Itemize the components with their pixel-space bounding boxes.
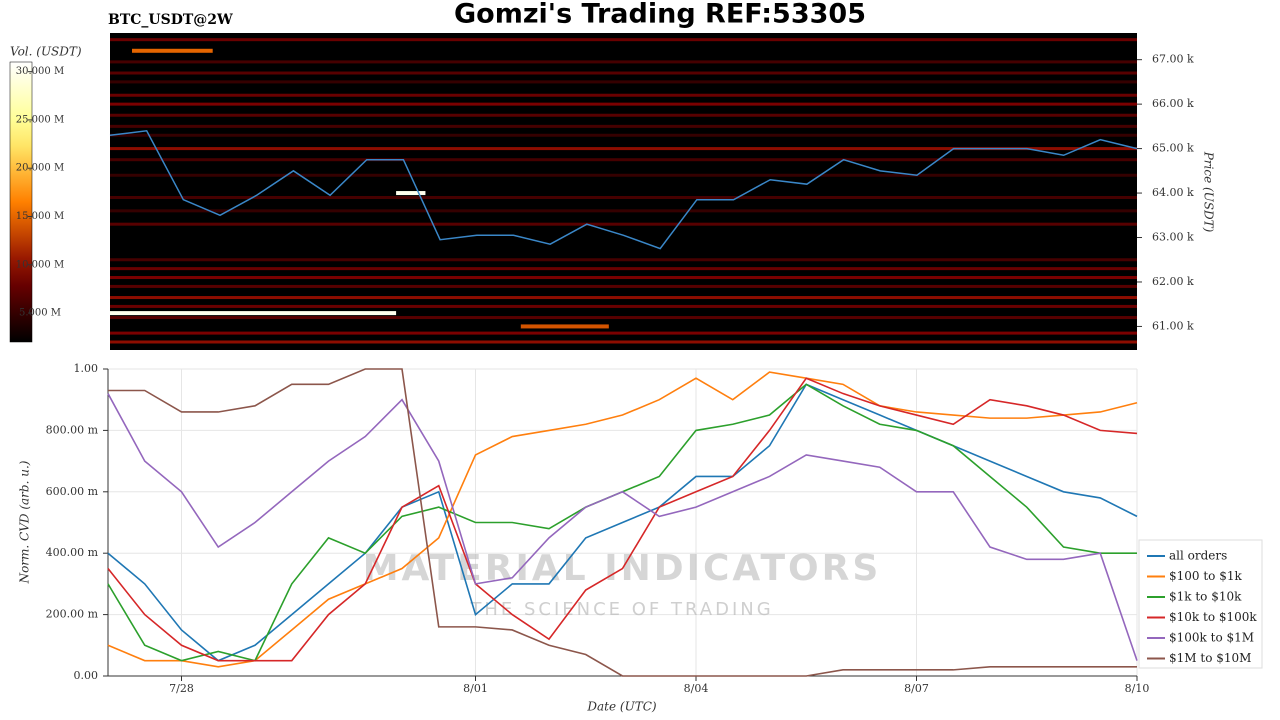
heat-row <box>110 38 1137 42</box>
heat-row <box>110 331 1137 335</box>
colorbar-label: Vol. (USDT) <box>10 45 82 59</box>
y-axis-label: Norm. CVD (arb. u.) <box>18 460 32 584</box>
legend-label: $100 to $1k <box>1169 569 1242 583</box>
watermark: MATERIAL INDICATORS <box>363 548 882 589</box>
colorbar <box>9 61 33 343</box>
heat-row <box>110 296 1137 300</box>
x-axis-label: Date (UTC) <box>586 700 656 714</box>
legend-label: $100k to $1M <box>1169 631 1254 645</box>
colorbar-tick-label: 30.000 M <box>16 66 64 77</box>
heat-row <box>110 158 1137 162</box>
y-tick-label: 1.00 <box>74 362 99 375</box>
heat-row <box>110 60 1137 64</box>
heat-row <box>110 267 1137 271</box>
page-title: Gomzi's Trading REF:53305 <box>454 0 866 30</box>
colorbar-tick-label: 25.000 M <box>16 114 64 125</box>
y-tick-label: 400.00 m <box>46 546 99 559</box>
heat-segment <box>396 191 426 196</box>
x-tick-label: 8/01 <box>463 682 488 695</box>
heat-row <box>110 340 1137 344</box>
heat-segment <box>110 311 397 316</box>
y-tick-label: 64.00 k <box>1152 186 1194 199</box>
heat-row <box>110 196 1137 200</box>
cvd-line <box>107 383 1138 662</box>
cvd-line <box>108 368 1137 677</box>
heat-row <box>110 102 1137 106</box>
cvd-line <box>107 393 1138 661</box>
watermark-sub: THE SCIENCE OF TRADING <box>469 599 773 620</box>
y-tick-label: 63.00 k <box>1152 231 1194 244</box>
y-tick-label: 66.00 k <box>1152 97 1194 110</box>
heat-row <box>110 80 1137 84</box>
heatmap-title: BTC_USDT@2W <box>108 12 233 28</box>
y-tick-label: 67.00 k <box>1152 53 1194 66</box>
y-tick-label: 600.00 m <box>46 485 99 498</box>
price-line <box>109 130 1138 250</box>
colorbar-tick-label: 15.000 M <box>16 211 64 222</box>
heat-row <box>110 209 1137 213</box>
colorbar-tick-label: 10.000 M <box>16 259 64 270</box>
legend-label: all orders <box>1169 549 1227 563</box>
x-tick-label: 8/07 <box>904 682 929 695</box>
y-tick-label: 65.00 k <box>1152 142 1194 155</box>
heat-row <box>110 147 1137 151</box>
y-tick-label: 200.00 m <box>46 608 99 621</box>
heat-row <box>110 113 1137 117</box>
heat-row <box>110 222 1137 226</box>
heat-segment <box>132 48 213 53</box>
heat-row <box>110 71 1137 75</box>
legend-box <box>1138 539 1263 669</box>
cvd-line <box>107 377 1138 662</box>
legend-label: $10k to $100k <box>1169 610 1257 624</box>
y-tick-label: 61.00 k <box>1152 319 1194 332</box>
y-tick-label: 62.00 k <box>1152 275 1194 288</box>
heat-row <box>110 276 1137 280</box>
y-axis-label: Price (USDT) <box>1202 151 1216 233</box>
colorbar-tick-label: 5.000 M <box>19 308 61 319</box>
x-tick-label: 8/10 <box>1125 682 1150 695</box>
heat-segment <box>520 324 609 329</box>
y-tick-label: 800.00 m <box>46 423 99 436</box>
heat-row <box>110 173 1137 177</box>
heat-row <box>110 124 1137 128</box>
legend-label: $1M to $10M <box>1169 651 1251 665</box>
heat-row <box>110 284 1137 288</box>
heat-row <box>110 316 1137 320</box>
colorbar-tick-label: 20.000 M <box>16 163 64 174</box>
y-tick-label: 0.00 <box>74 669 99 682</box>
heat-row <box>110 133 1137 137</box>
heat-row <box>110 258 1137 262</box>
x-tick-label: 8/04 <box>684 682 709 695</box>
heat-row <box>110 93 1137 97</box>
x-tick-label: 7/28 <box>169 682 194 695</box>
heat-row <box>110 304 1137 308</box>
legend-label: $1k to $10k <box>1169 590 1242 604</box>
